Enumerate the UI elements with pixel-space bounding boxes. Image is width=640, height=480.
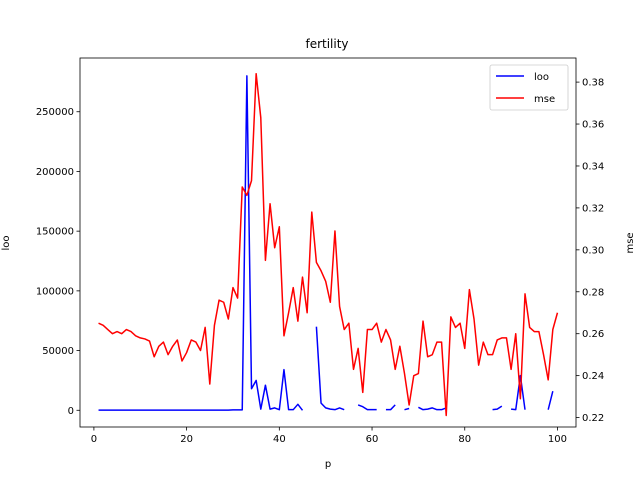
series-line-loo: [357, 404, 377, 411]
y-left-tick-label: 250000: [36, 107, 74, 118]
y-right-tick-label: 0.30: [582, 245, 604, 256]
y-right-tick-label: 0.26: [582, 329, 604, 340]
series-line-loo: [98, 75, 304, 411]
x-tick-label: 40: [273, 434, 286, 445]
y-left-tick-label: 50000: [42, 346, 74, 357]
legend: loo mse: [489, 64, 569, 111]
legend-box: [489, 64, 569, 111]
y-right-tick-label: 0.36: [582, 120, 604, 131]
legend-label-loo: loo: [534, 72, 549, 83]
plot-frame: [79, 57, 577, 428]
series-line-loo: [404, 407, 410, 411]
y-axis-right-title: mse: [625, 232, 636, 253]
legend-label-mse: mse: [534, 94, 555, 105]
x-axis-title: p: [325, 459, 331, 470]
y-right-tick-label: 0.22: [582, 413, 604, 424]
y-right-tick-label: 0.28: [582, 287, 604, 298]
plot-area: [98, 72, 559, 417]
y-axis-left-title: loo: [1, 235, 12, 250]
series-line-loo: [547, 390, 554, 410]
y-axis-right: 0.22 0.24 0.26 0.28 0.30 0.32 0.34 0.36 0.38: [576, 78, 604, 424]
y-left-tick-label: 0: [68, 406, 74, 417]
x-tick-label: 100: [548, 434, 567, 445]
x-tick-label: 0: [91, 434, 97, 445]
y-left-tick-label: 200000: [36, 167, 74, 178]
series-line-loo: [418, 406, 447, 411]
y-axis-left: 0 50000 100000 150000 200000 250000: [36, 107, 80, 417]
y-left-tick-label: 150000: [36, 227, 74, 238]
x-tick-label: 20: [180, 434, 193, 445]
series-line-mse: [98, 72, 559, 417]
chart-title: fertility: [305, 37, 348, 51]
series-line-loo: [315, 326, 345, 411]
x-tick-label: 60: [366, 434, 379, 445]
y-left-tick-label: 100000: [36, 286, 74, 297]
series-line-loo: [385, 404, 396, 411]
y-right-tick-label: 0.38: [582, 78, 604, 89]
y-right-tick-label: 0.34: [582, 161, 604, 172]
y-right-tick-label: 0.32: [582, 203, 604, 214]
series-line-loo: [492, 405, 503, 411]
series-line-loo: [511, 374, 526, 411]
x-axis: 0 20 40 60 80 100: [91, 427, 567, 445]
y-right-tick-label: 0.24: [582, 371, 604, 382]
x-tick-label: 80: [458, 434, 471, 445]
